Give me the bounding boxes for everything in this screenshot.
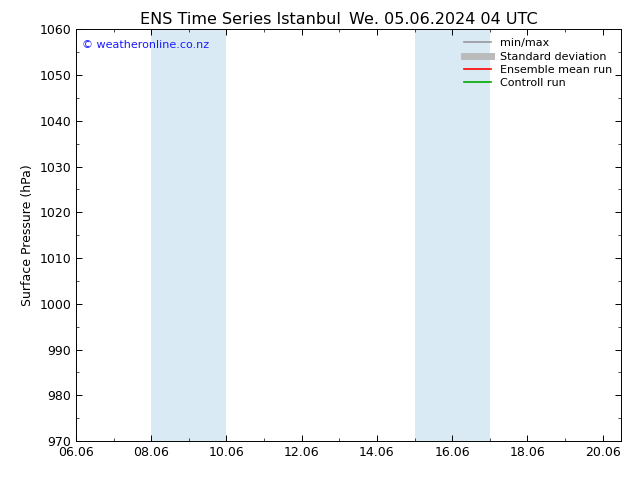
- Text: ENS Time Series Istanbul: ENS Time Series Istanbul: [141, 12, 341, 27]
- Text: © weatheronline.co.nz: © weatheronline.co.nz: [82, 40, 209, 49]
- Bar: [152, 29, 226, 441]
- Y-axis label: Surface Pressure (hPa): Surface Pressure (hPa): [21, 164, 34, 306]
- Bar: [415, 29, 489, 441]
- Text: We. 05.06.2024 04 UTC: We. 05.06.2024 04 UTC: [349, 12, 538, 27]
- Legend: min/max, Standard deviation, Ensemble mean run, Controll run: min/max, Standard deviation, Ensemble me…: [460, 35, 616, 92]
